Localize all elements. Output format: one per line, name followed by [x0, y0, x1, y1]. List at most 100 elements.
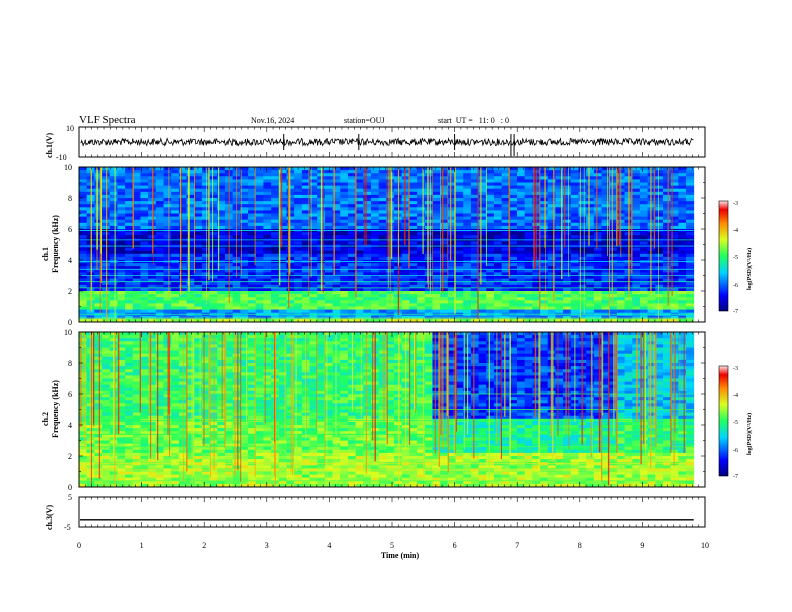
spectrogram-cell — [171, 241, 180, 245]
spectrogram-cell — [455, 291, 464, 295]
spectrogram-cell — [517, 213, 526, 217]
spectrogram-cell — [102, 409, 111, 413]
spectrogram-cell — [255, 256, 264, 261]
spectrogram-cell — [509, 219, 518, 224]
spectrogram-cell — [201, 250, 211, 255]
spectrogram-cell — [286, 263, 295, 267]
spectrogram-cell — [79, 315, 88, 320]
spectrogram-cell — [278, 297, 287, 301]
spectrogram-cell — [109, 272, 118, 276]
spectrogram-cell — [255, 281, 264, 286]
spectrogram-cell — [263, 204, 272, 208]
spectrogram-cell — [432, 269, 441, 273]
spectrogram-cell — [278, 253, 287, 258]
spectrogram-cell — [517, 281, 526, 286]
spectrogram-cell — [663, 179, 672, 183]
spectrogram-cell — [678, 185, 687, 190]
spectrogram-cell — [332, 309, 341, 314]
spectrogram-cell — [155, 256, 164, 261]
spectrogram-cell — [194, 347, 203, 351]
spectrogram-cell — [194, 356, 203, 361]
spectrogram-cell — [255, 170, 264, 174]
spectrogram-cell — [201, 194, 211, 199]
spectrogram-cell — [655, 216, 664, 221]
spectrogram-cell — [171, 300, 180, 304]
spectrogram-cell — [632, 191, 641, 196]
spectrogram-cell — [132, 369, 141, 373]
spectrogram-cell — [447, 281, 456, 286]
spectrogram-cell — [248, 232, 257, 236]
spectrogram-cell — [132, 275, 141, 279]
spectrogram-cell — [109, 188, 118, 193]
spectrogram-cell — [532, 278, 541, 283]
spectrogram-cell — [586, 176, 595, 180]
spectrogram-cell — [271, 232, 280, 236]
spectrogram-cell — [524, 210, 533, 214]
spectrogram-cell — [294, 182, 303, 186]
spectrogram-cell — [194, 381, 203, 386]
spectrogram-cell — [148, 375, 157, 379]
spectrogram-cell — [148, 263, 157, 267]
spectrogram-cell — [455, 182, 464, 186]
spectrogram-cell — [155, 207, 164, 211]
spectrogram-cell — [248, 185, 257, 190]
spectrogram-cell — [148, 459, 157, 463]
spectrogram-cell — [194, 456, 203, 460]
spectrogram-cell — [201, 332, 211, 336]
spectrogram-cell — [670, 263, 679, 267]
spectrogram-cell — [501, 207, 510, 211]
spectrogram-cell — [524, 256, 533, 261]
spectrogram-cell — [186, 281, 195, 286]
spectrogram-cell — [109, 291, 118, 295]
spectrogram-cell — [140, 188, 149, 193]
spectrogram-cell — [186, 318, 195, 323]
spectrogram-cell — [140, 194, 149, 199]
spectrogram-cell — [332, 256, 341, 261]
spectrogram-cell — [194, 372, 203, 376]
spectrogram-cell — [509, 287, 518, 292]
spectrogram-cell — [117, 440, 126, 444]
spectrogram-cell — [201, 344, 211, 348]
spectrogram-cell — [639, 241, 649, 245]
spectrogram-cell — [155, 263, 164, 267]
spectrogram-cell — [455, 204, 464, 208]
spectrogram-cell — [417, 173, 426, 177]
spectrogram-cell — [655, 232, 664, 236]
spectrogram-cell — [178, 381, 187, 386]
spectrogram-cell — [324, 309, 333, 314]
spectrogram-cell — [248, 278, 257, 283]
spectrogram-cell — [647, 176, 656, 180]
spectrogram-cell — [639, 201, 649, 205]
spectrogram-cell — [209, 263, 218, 267]
spectrogram-cell — [501, 182, 510, 186]
spectrogram-cell — [601, 275, 610, 279]
spectrogram-cell — [663, 269, 672, 273]
spectrogram-cell — [109, 315, 118, 320]
spectrogram-cell — [117, 170, 126, 174]
spectrogram-cell — [209, 287, 218, 292]
spectrogram-cell — [117, 344, 126, 348]
spectrogram-cell — [86, 394, 95, 398]
spectrogram-cell — [371, 241, 380, 245]
spectrogram-cell — [94, 397, 103, 401]
spectrogram-cell — [486, 225, 495, 230]
spectrogram-cell — [639, 309, 649, 314]
spectrogram-cell — [102, 378, 111, 382]
spectrogram-cell — [163, 303, 172, 307]
spectrogram-cell — [155, 452, 164, 457]
spectrogram-cell — [102, 406, 111, 410]
spectrogram-cell — [232, 300, 241, 304]
spectrogram-cell — [470, 185, 479, 190]
spectrogram-cell — [186, 182, 195, 186]
spectrogram-cell — [340, 201, 349, 205]
spectrogram-cell — [593, 170, 602, 174]
spectrogram-cell — [94, 425, 103, 429]
spectrogram-cell — [217, 287, 226, 292]
spectrogram-cell — [563, 173, 572, 177]
spectrogram-cell — [263, 232, 272, 236]
spectrogram-cell — [201, 409, 211, 413]
spectrogram-cell — [632, 278, 641, 283]
spectrogram-cell — [132, 263, 141, 267]
spectrogram-cell — [278, 216, 287, 221]
spectrogram-cell — [378, 185, 387, 190]
